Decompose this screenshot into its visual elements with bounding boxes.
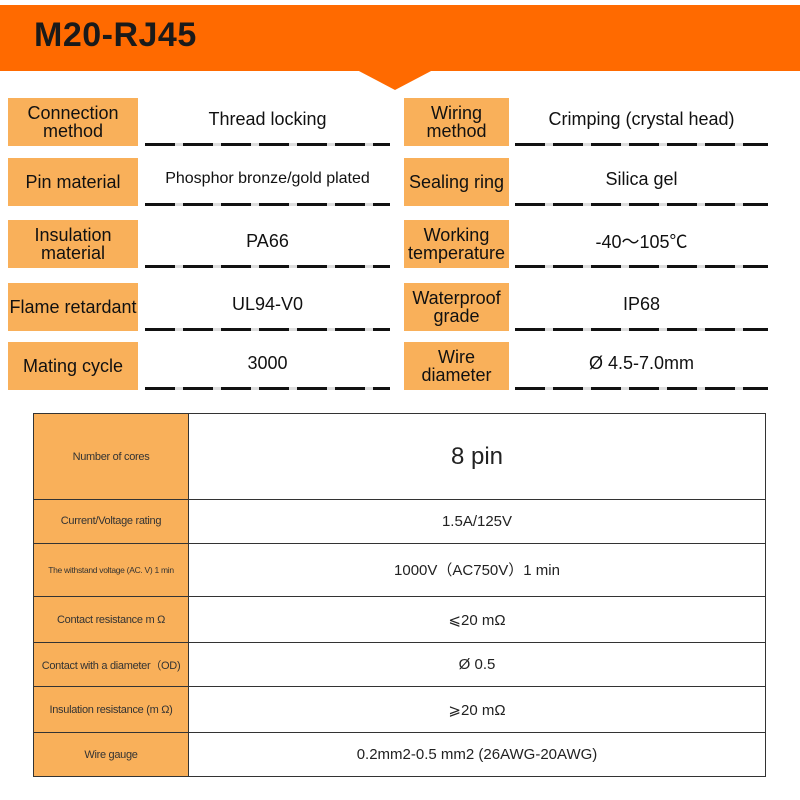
- spec-value: 3000: [145, 340, 390, 390]
- spec-label: Pin material: [8, 158, 138, 206]
- spec-label: Waterproof grade: [404, 283, 509, 331]
- table-row: Number of cores 8 pin: [33, 413, 766, 500]
- row-value: ⩾20 mΩ: [188, 686, 766, 734]
- spec-label: Connection method: [8, 98, 138, 146]
- row-value: 0.2mm2-0.5 mm2 (26AWG-20AWG): [188, 732, 766, 777]
- header-pointer: [357, 70, 433, 90]
- spec-label: Sealing ring: [404, 158, 509, 206]
- spec-value: IP68: [515, 281, 768, 331]
- row-value: Ø 0.5: [188, 642, 766, 688]
- row-value: 1000V（AC750V）1 min: [188, 542, 766, 598]
- table-row: The withstand voltage (AC. V) 1 min 1000V…: [33, 542, 766, 598]
- row-value: ⩽20 mΩ: [188, 596, 766, 644]
- table-row: Current/Voltage rating 1.5A/125V: [33, 499, 766, 544]
- table-row: Insulation resistance (m Ω) ⩾20 mΩ: [33, 686, 766, 734]
- row-label: Wire gauge: [33, 732, 189, 777]
- row-label: Insulation resistance (m Ω): [33, 686, 189, 734]
- row-label: The withstand voltage (AC. V) 1 min: [33, 542, 189, 598]
- table-row: Wire gauge 0.2mm2-0.5 mm2 (26AWG-20AWG): [33, 732, 766, 777]
- spec-label: Mating cycle: [8, 342, 138, 390]
- spec-label: Wire diameter: [404, 342, 509, 390]
- spec-table: Number of cores 8 pin Current/Voltage rat…: [33, 413, 766, 777]
- spec-value: PA66: [145, 218, 390, 268]
- spec-label: Flame retardant: [8, 283, 138, 331]
- row-label: Contact resistance m Ω: [33, 596, 189, 644]
- spec-value: UL94-V0: [145, 281, 390, 331]
- spec-value: -40～105℃: [515, 218, 768, 268]
- spec-label: Wiring method: [404, 98, 509, 146]
- spec-value: Phosphor bronze/gold plated: [145, 156, 390, 206]
- spec-value: Ø 4.5-7.0mm: [515, 340, 768, 390]
- row-label: Contact with a diameter（OD): [33, 642, 189, 688]
- spec-value: Silica gel: [515, 156, 768, 206]
- spec-label: Insulation material: [8, 220, 138, 268]
- spec-label: Working temperature: [404, 220, 509, 268]
- spec-value: Thread locking: [145, 96, 390, 146]
- page-title: M20-RJ45: [34, 16, 197, 54]
- row-value: 1.5A/125V: [188, 499, 766, 544]
- row-value: 8 pin: [188, 413, 766, 500]
- row-label: Number of cores: [33, 413, 189, 500]
- row-label: Current/Voltage rating: [33, 499, 189, 544]
- table-row: Contact with a diameter（OD) Ø 0.5: [33, 642, 766, 688]
- table-row: Contact resistance m Ω ⩽20 mΩ: [33, 596, 766, 644]
- spec-value: Crimping (crystal head): [515, 96, 768, 146]
- header-band: [0, 5, 800, 71]
